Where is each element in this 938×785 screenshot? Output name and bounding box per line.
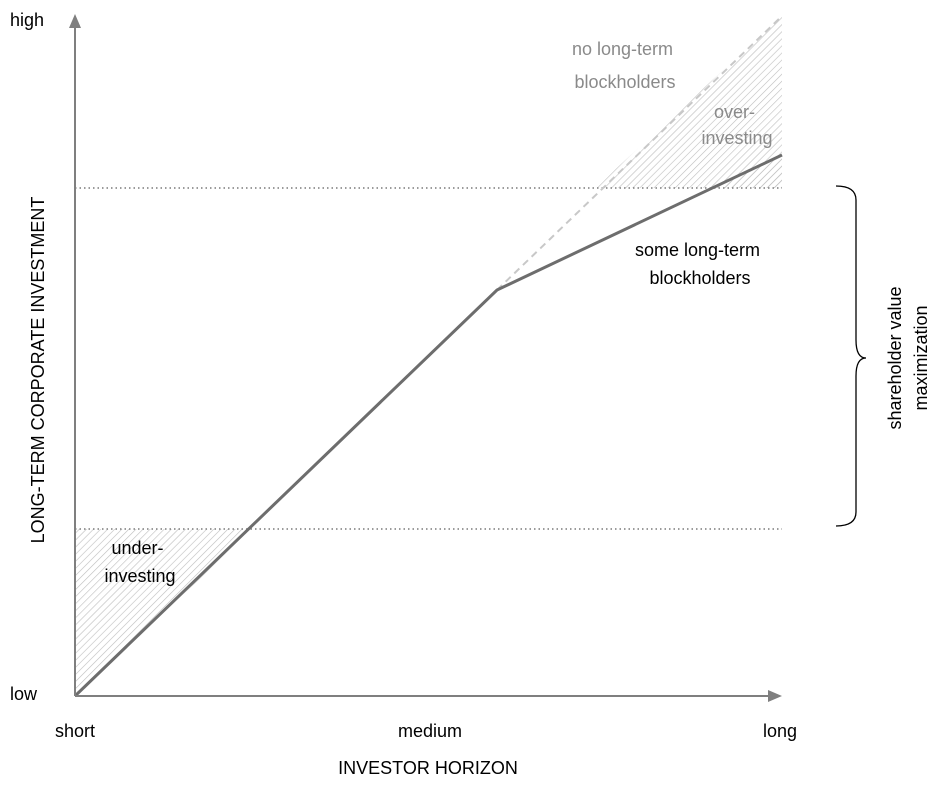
- some-blockholders-line: [73, 153, 783, 698]
- x-axis-title: INVESTOR HORIZON: [338, 758, 518, 778]
- some-blockholders-label: some long-term blockholders: [635, 240, 765, 288]
- x-tick-medium: medium: [398, 721, 462, 741]
- over-investing-line1: over-: [714, 102, 755, 122]
- over-investing-label: over- investing: [701, 102, 772, 148]
- no-blockholders-line: [496, 15, 783, 291]
- bracket-label-line1: shareholder value: [885, 286, 905, 429]
- x-tick-long: long: [763, 721, 797, 741]
- under-investing-line2: investing: [104, 566, 175, 586]
- y-low-label: low: [10, 684, 38, 704]
- y-axis-arrowhead: [69, 14, 81, 28]
- no-blockholders-line1: no long-term: [572, 39, 673, 59]
- y-axis-title: LONG-TERM CORPORATE INVESTMENT: [28, 197, 48, 544]
- some-blockholders-line1: some long-term: [635, 240, 760, 260]
- over-investing-line2: investing: [701, 128, 772, 148]
- bracket-label: shareholder value maximization: [885, 286, 931, 429]
- x-tick-short: short: [55, 721, 95, 741]
- no-blockholders-label: no long-term blockholders: [572, 39, 678, 92]
- under-investing-line1: under-: [111, 538, 163, 558]
- shareholder-value-bracket: [835, 185, 867, 527]
- under-investing-label: under- investing: [104, 538, 175, 586]
- no-blockholders-line2: blockholders: [574, 72, 675, 92]
- some-blockholders-line2: blockholders: [649, 268, 750, 288]
- y-high-label: high: [10, 10, 44, 30]
- over-investing-region: [595, 16, 782, 188]
- bracket-label-line2: maximization: [911, 305, 931, 410]
- x-axis-arrowhead: [768, 690, 782, 702]
